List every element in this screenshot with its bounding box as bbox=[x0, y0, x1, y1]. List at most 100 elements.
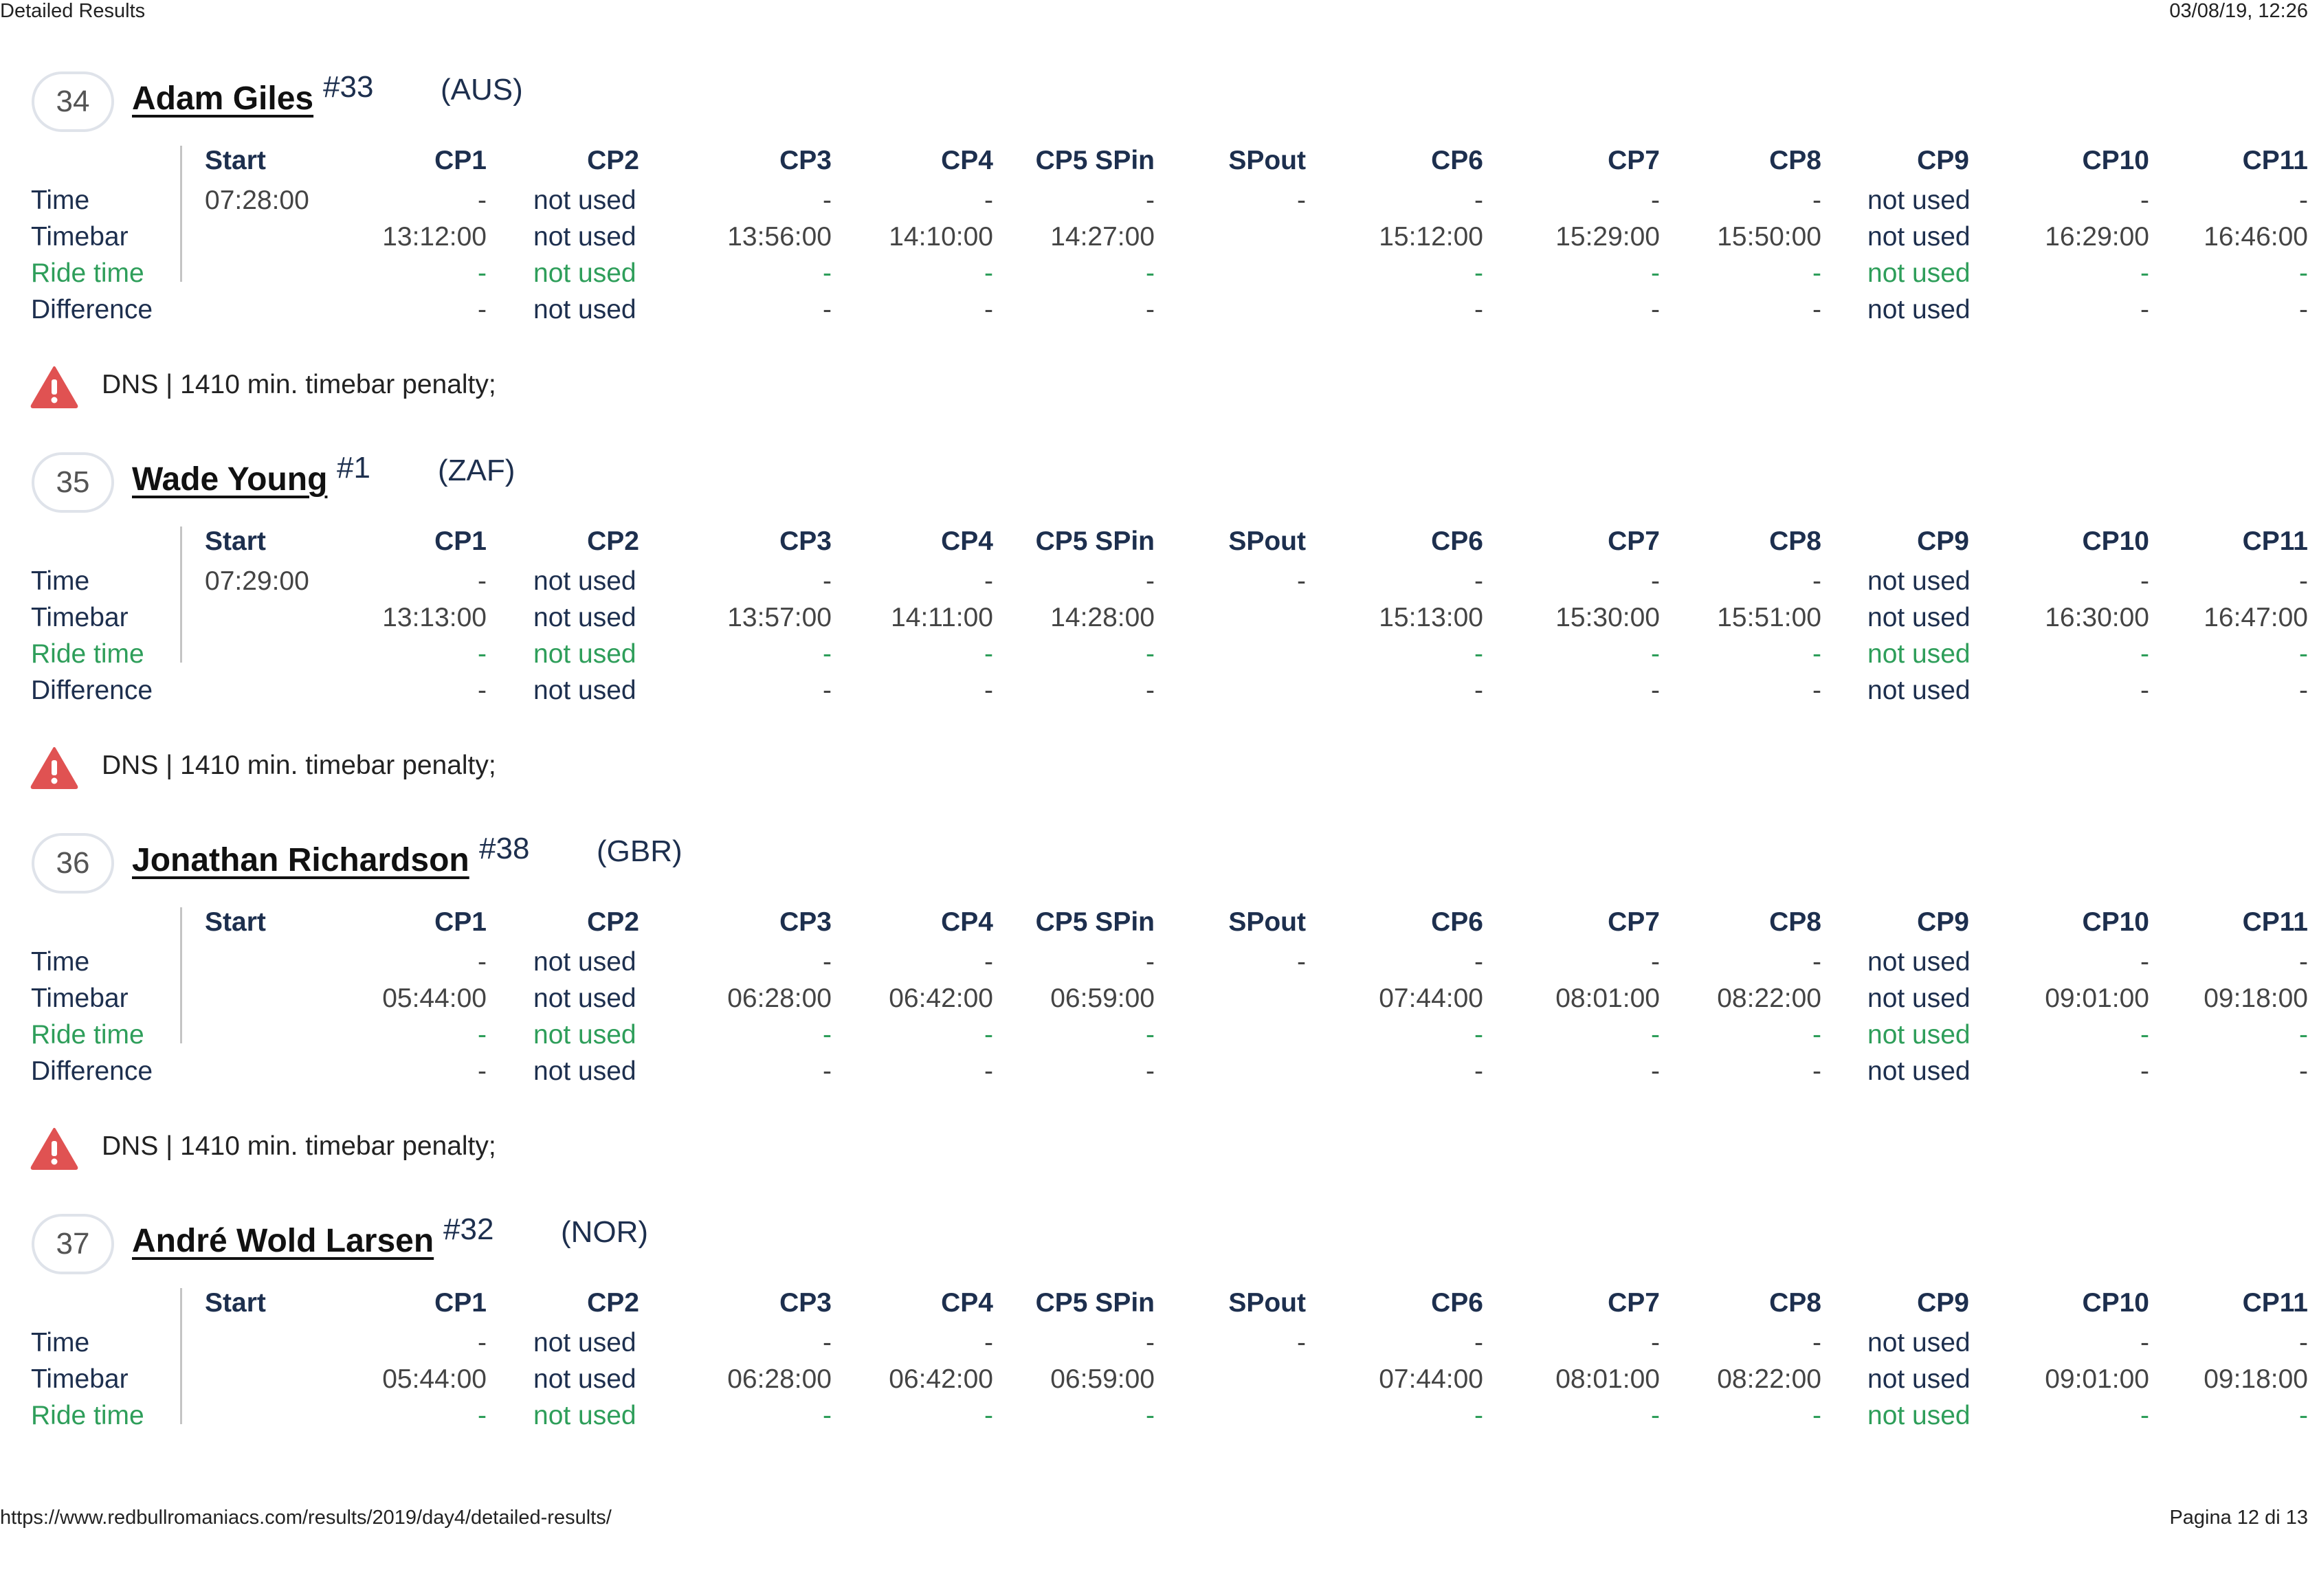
timebar-cell-cp4: 14:10:00 bbox=[889, 222, 993, 252]
column-header-cp8: CP8 bbox=[1769, 907, 1821, 937]
row-label-time: Time bbox=[31, 947, 90, 977]
timebar-cell-cp5-spin: 14:28:00 bbox=[1050, 603, 1155, 632]
time-cell-cp10: - bbox=[2140, 947, 2149, 977]
rider-block: 36 Jonathan Richardson #38 (GBR) Start CP1 CP2… bbox=[0, 830, 2308, 1215]
timebar-cell-cp11: 09:18:00 bbox=[2204, 984, 2308, 1013]
rider-name-link[interactable]: Wade Young bbox=[132, 461, 328, 498]
row-label-diff: Difference bbox=[31, 295, 153, 324]
time-cell-cp11: - bbox=[2299, 1328, 2308, 1357]
diff-cell-cp9: not used bbox=[1867, 676, 1971, 705]
row-label-timebar: Timebar bbox=[31, 222, 129, 252]
ride-cell-cp11: - bbox=[2299, 1020, 2308, 1050]
ride-cell-cp5-spin: - bbox=[1146, 1020, 1155, 1050]
column-header-cp9: CP9 bbox=[1917, 1288, 1969, 1318]
ride-cell-cp7: - bbox=[1651, 258, 1660, 288]
penalty-text: DNS | 1410 min. timebar penalty; bbox=[102, 370, 496, 399]
ride-cell-cp7: - bbox=[1651, 639, 1660, 669]
timebar-cell-cp2: not used bbox=[533, 222, 636, 252]
column-header-cp10: CP10 bbox=[2082, 1288, 2149, 1318]
timebar-cell-cp8: 15:51:00 bbox=[1717, 603, 1821, 632]
time-cell-cp3: - bbox=[823, 947, 832, 977]
column-header-cp9: CP9 bbox=[1917, 146, 1969, 175]
ride-cell-cp2: not used bbox=[533, 1401, 636, 1430]
row-label-timebar: Timebar bbox=[31, 1364, 129, 1394]
column-header-cp6: CP6 bbox=[1431, 907, 1483, 937]
time-cell-cp4: - bbox=[984, 186, 993, 215]
timebar-cell-cp11: 09:18:00 bbox=[2204, 1364, 2308, 1394]
column-header-cp9: CP9 bbox=[1917, 527, 1969, 556]
ride-cell-cp1: - bbox=[478, 1020, 487, 1050]
ride-cell-cp1: - bbox=[478, 258, 487, 288]
timebar-cell-cp4: 06:42:00 bbox=[889, 1364, 993, 1394]
time-cell-cp10: - bbox=[2140, 566, 2149, 596]
time-cell-cp1: - bbox=[478, 1328, 487, 1357]
rider-name-link[interactable]: André Wold Larsen bbox=[132, 1223, 434, 1259]
timebar-cell-cp8: 08:22:00 bbox=[1717, 1364, 1821, 1394]
diff-cell-cp9: not used bbox=[1867, 1056, 1971, 1086]
column-header-cp11: CP11 bbox=[2242, 907, 2308, 937]
timebar-cell-cp5-spin: 14:27:00 bbox=[1050, 222, 1155, 252]
column-header-spout: SPout bbox=[1228, 1288, 1306, 1318]
warning-icon bbox=[30, 746, 78, 789]
diff-cell-cp11: - bbox=[2299, 1056, 2308, 1086]
diff-cell-cp6: - bbox=[1474, 295, 1483, 324]
rider-country: (GBR) bbox=[597, 834, 683, 868]
ride-cell-cp10: - bbox=[2140, 1020, 2149, 1050]
rider-name-link[interactable]: Jonathan Richardson bbox=[132, 842, 469, 878]
diff-cell-cp11: - bbox=[2299, 676, 2308, 705]
column-header-start: Start bbox=[205, 1288, 266, 1318]
diff-cell-cp3: - bbox=[823, 676, 832, 705]
column-header-cp2: CP2 bbox=[587, 1288, 639, 1318]
column-header-cp2: CP2 bbox=[587, 527, 639, 556]
column-header-cp6: CP6 bbox=[1431, 146, 1483, 175]
diff-cell-cp7: - bbox=[1651, 676, 1660, 705]
position-badge: 34 bbox=[32, 71, 114, 132]
ride-cell-cp8: - bbox=[1812, 1401, 1821, 1430]
timebar-cell-cp10: 16:29:00 bbox=[2045, 222, 2149, 252]
ride-cell-cp3: - bbox=[823, 258, 832, 288]
time-cell-cp7: - bbox=[1651, 566, 1660, 596]
timebar-cell-cp3: 06:28:00 bbox=[727, 984, 832, 1013]
warning-icon bbox=[30, 1127, 78, 1170]
column-header-cp5-spin: CP5 SPin bbox=[1035, 1288, 1155, 1318]
diff-cell-cp1: - bbox=[478, 295, 487, 324]
ride-cell-cp2: not used bbox=[533, 258, 636, 288]
time-cell-cp11: - bbox=[2299, 566, 2308, 596]
ride-cell-cp6: - bbox=[1474, 639, 1483, 669]
column-header-cp6: CP6 bbox=[1431, 527, 1483, 556]
timebar-cell-cp8: 08:22:00 bbox=[1717, 984, 1821, 1013]
page-header-datetime: 03/08/19, 12:26 bbox=[2169, 0, 2308, 22]
timebar-cell-cp6: 15:12:00 bbox=[1379, 222, 1483, 252]
time-cell-cp2: not used bbox=[533, 566, 636, 596]
ride-cell-cp6: - bbox=[1474, 258, 1483, 288]
time-cell-cp3: - bbox=[823, 186, 832, 215]
timebar-cell-cp3: 06:28:00 bbox=[727, 1364, 832, 1394]
diff-cell-cp2: not used bbox=[533, 295, 636, 324]
ride-cell-cp5-spin: - bbox=[1146, 639, 1155, 669]
time-cell-cp5-spin: - bbox=[1146, 947, 1155, 977]
column-header-spout: SPout bbox=[1228, 146, 1306, 175]
timebar-cell-cp7: 15:29:00 bbox=[1555, 222, 1660, 252]
ride-cell-cp8: - bbox=[1812, 258, 1821, 288]
ride-cell-cp10: - bbox=[2140, 1401, 2149, 1430]
rider-name-link[interactable]: Adam Giles bbox=[132, 80, 314, 117]
row-label-diff: Difference bbox=[31, 676, 153, 705]
diff-cell-cp3: - bbox=[823, 295, 832, 324]
diff-cell-cp4: - bbox=[984, 676, 993, 705]
timebar-cell-cp10: 16:30:00 bbox=[2045, 603, 2149, 632]
position-badge: 36 bbox=[32, 833, 114, 894]
timebar-cell-cp2: not used bbox=[533, 984, 636, 1013]
timebar-cell-cp11: 16:46:00 bbox=[2204, 222, 2308, 252]
diff-cell-cp7: - bbox=[1651, 1056, 1660, 1086]
diff-cell-cp10: - bbox=[2140, 676, 2149, 705]
diff-cell-cp9: not used bbox=[1867, 295, 1971, 324]
time-cell-cp7: - bbox=[1651, 186, 1660, 215]
time-cell-cp9: not used bbox=[1867, 566, 1971, 596]
diff-cell-cp11: - bbox=[2299, 295, 2308, 324]
diff-cell-cp3: - bbox=[823, 1056, 832, 1086]
rider-country: (NOR) bbox=[561, 1215, 649, 1249]
time-cell-cp10: - bbox=[2140, 1328, 2149, 1357]
ride-cell-cp10: - bbox=[2140, 639, 2149, 669]
time-cell-cp8: - bbox=[1812, 947, 1821, 977]
ride-cell-cp9: not used bbox=[1867, 258, 1971, 288]
